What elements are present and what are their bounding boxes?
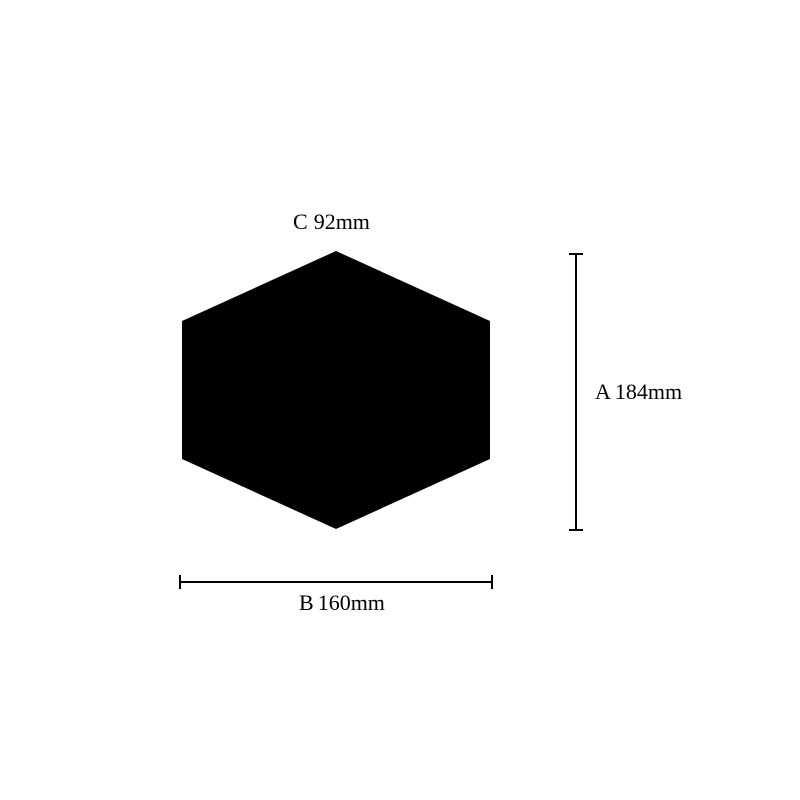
dimension-diagram: A184mm B160mm C92mm	[0, 0, 800, 800]
dimension-b	[180, 575, 492, 589]
dimension-a	[569, 254, 583, 530]
dimension-c-value: 92mm	[314, 209, 370, 234]
dimension-b-letter: B	[299, 590, 314, 615]
dimension-a-value: 184mm	[615, 379, 682, 404]
hexagon-shape	[182, 251, 490, 529]
dimension-c-letter: C	[293, 209, 308, 234]
dimension-a-label: A184mm	[595, 379, 682, 404]
dimension-c-label: C92mm	[293, 209, 370, 234]
dimension-a-letter: A	[595, 379, 611, 404]
dimension-b-label: B160mm	[299, 590, 385, 615]
dimension-b-value: 160mm	[318, 590, 385, 615]
